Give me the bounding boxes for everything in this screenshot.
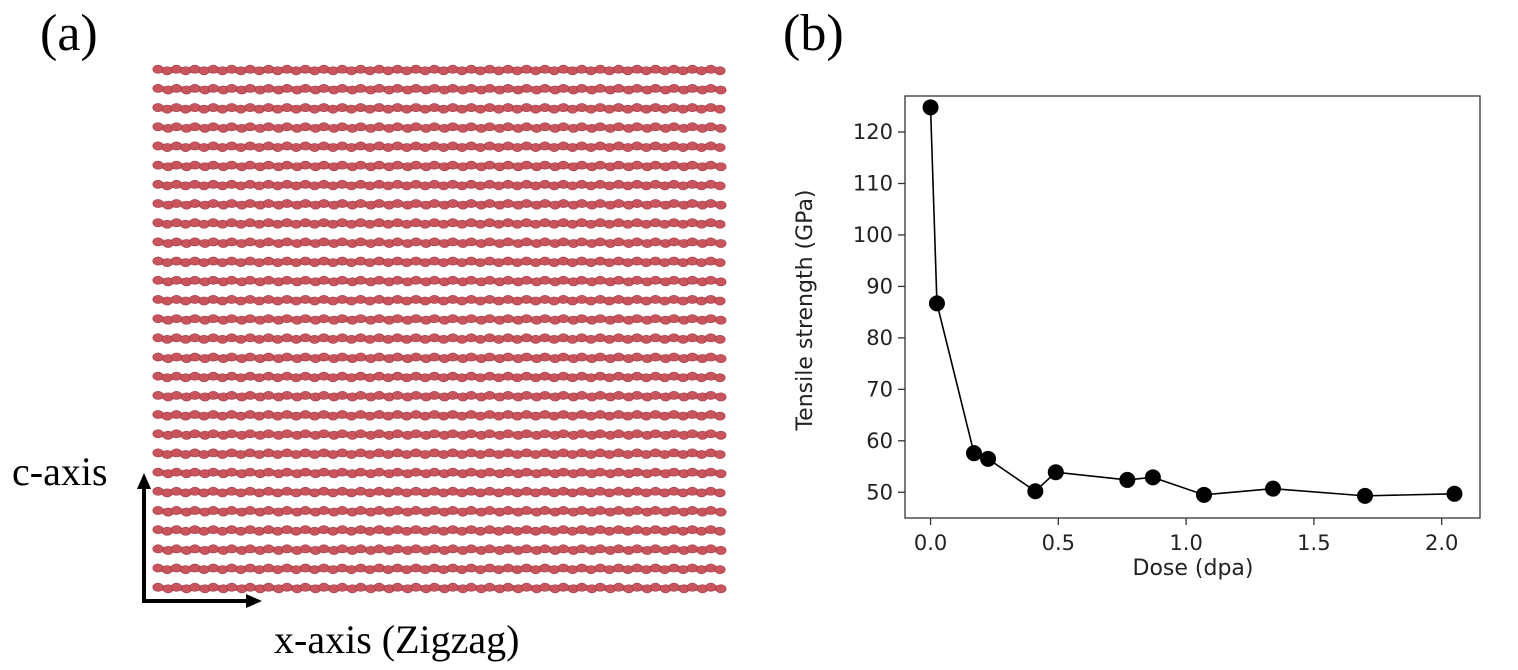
y-tick-label: 90: [866, 274, 893, 298]
panel-a-label: (a): [40, 5, 98, 62]
y-tick-label: 110: [853, 171, 893, 195]
atom-row: [152, 486, 726, 498]
x-tick-label: 1.0: [1169, 531, 1202, 555]
atom-row: [152, 179, 726, 191]
panel-b-label: (b): [783, 5, 844, 62]
atom-row: [152, 160, 727, 172]
tensile-strength-chart: 0.0 0.5 1.0 1.5 2.0 50 60 70 80 90 100 110 120 Dose …: [793, 95, 1481, 581]
atom-row: [152, 103, 726, 114]
atom-row: [152, 410, 726, 421]
data-point: [1027, 483, 1044, 500]
data-point: [1047, 464, 1064, 481]
data-point: [1265, 480, 1281, 497]
atom-row: [152, 333, 726, 344]
y-tick-label: 120: [853, 120, 893, 144]
atom-row: [152, 506, 727, 517]
data-point: [1446, 485, 1463, 502]
data-point: [1144, 469, 1161, 486]
atom-row: [152, 525, 726, 536]
x-axis-title: Dose (dpa): [1133, 556, 1254, 581]
atom-row: [152, 218, 726, 229]
y-axis-title: Tensile strength (GPa): [793, 189, 818, 431]
data-point: [966, 445, 982, 462]
atom-row: [152, 448, 726, 459]
x-tick-label: 1.5: [1297, 531, 1330, 555]
atom-row: [152, 141, 726, 152]
plot-frame: [904, 95, 1481, 519]
atom-row: [152, 275, 727, 287]
atom-row: [152, 352, 727, 363]
series-line: [929, 107, 1455, 497]
x-axis-arrow-head: [246, 594, 262, 608]
atom-row: [152, 314, 727, 325]
data-point: [1119, 471, 1136, 488]
atom-row: [152, 371, 726, 383]
atom-row: [152, 83, 727, 95]
data-point: [1357, 487, 1373, 504]
x-tick-label: 2.0: [1425, 531, 1458, 555]
data-point: [980, 450, 997, 467]
atom-row: [152, 582, 727, 594]
x-tick-label: 0.0: [914, 531, 947, 555]
y-tick-label: 80: [866, 326, 893, 350]
atom-row: [152, 563, 726, 575]
x-tick-label: 0.5: [1042, 531, 1075, 555]
atomic-lattice: [152, 64, 727, 594]
y-tick-label: 50: [866, 480, 893, 504]
atom-row: [152, 467, 727, 479]
y-tick-label: 60: [866, 429, 893, 453]
atom-row: [152, 199, 727, 210]
x-axis-zigzag-label: x-axis (Zigzag): [274, 617, 520, 662]
data-point: [922, 99, 939, 116]
data-point: [1196, 486, 1212, 503]
atom-row: [152, 256, 726, 268]
data-point: [928, 295, 945, 312]
atom-row: [152, 429, 727, 440]
atom-row: [152, 544, 727, 555]
atom-row: [152, 295, 726, 306]
atom-row: [152, 122, 727, 133]
c-axis-arrow-head: [137, 473, 151, 489]
atom-row: [152, 64, 726, 76]
c-axis-label: c-axis: [12, 449, 108, 494]
atom-row: [152, 390, 727, 402]
atom-row: [152, 237, 727, 248]
y-tick-label: 70: [866, 377, 893, 401]
y-tick-label: 100: [853, 223, 893, 247]
axis-arrows: [137, 473, 262, 608]
